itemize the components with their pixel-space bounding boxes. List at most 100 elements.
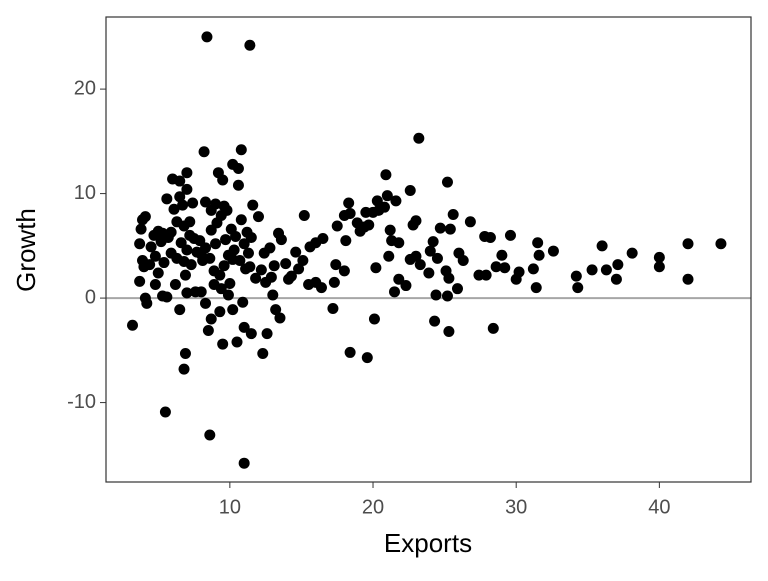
point [586, 264, 598, 276]
point [715, 238, 727, 250]
point [443, 326, 455, 338]
point [217, 174, 229, 186]
plot-border [105, 16, 752, 483]
point [144, 259, 156, 271]
x-tick-label: 20 [362, 496, 384, 518]
point [338, 265, 350, 277]
point [268, 260, 280, 272]
point [231, 336, 243, 348]
point [265, 271, 277, 283]
point [255, 264, 267, 276]
point [298, 210, 310, 222]
point [134, 238, 146, 250]
point [344, 346, 356, 358]
point [444, 223, 456, 235]
point [453, 247, 465, 259]
point [510, 273, 522, 285]
point [384, 224, 396, 236]
point [244, 261, 256, 273]
point [221, 204, 233, 216]
point [304, 241, 316, 253]
point [530, 282, 542, 294]
point [267, 289, 279, 301]
point [280, 258, 292, 270]
point [245, 231, 257, 243]
point [158, 257, 170, 269]
point [205, 313, 217, 325]
point [443, 272, 455, 284]
point [570, 270, 582, 282]
point [244, 39, 256, 51]
point [181, 167, 193, 179]
point [480, 269, 492, 281]
point [161, 291, 173, 303]
point [177, 199, 189, 211]
point [204, 252, 216, 264]
point [261, 328, 273, 340]
point [247, 199, 259, 211]
point [596, 240, 608, 252]
point [205, 204, 217, 216]
point [682, 273, 694, 285]
y-tick-label: 10 [74, 182, 96, 204]
point [139, 211, 151, 223]
point [179, 347, 191, 359]
point [427, 236, 439, 248]
point [200, 196, 212, 208]
point [330, 259, 342, 271]
point [179, 269, 191, 281]
point [195, 286, 207, 298]
point [386, 235, 398, 247]
point [165, 226, 177, 238]
point [373, 204, 385, 216]
point [612, 259, 624, 271]
y-tick-label: 0 [85, 286, 96, 308]
point [208, 279, 220, 291]
point [232, 163, 244, 175]
point [527, 263, 539, 275]
point [181, 183, 193, 195]
point [413, 132, 425, 144]
point [152, 267, 164, 279]
point [135, 223, 147, 235]
point [290, 246, 302, 258]
point [195, 248, 207, 260]
point [653, 251, 665, 263]
point [331, 220, 343, 232]
point [159, 406, 171, 418]
point [217, 338, 229, 350]
point [174, 304, 186, 316]
point [358, 221, 370, 233]
point [441, 176, 453, 188]
point [283, 273, 295, 285]
point [610, 273, 622, 285]
point [533, 249, 545, 261]
point [344, 207, 356, 219]
point [141, 297, 153, 309]
point [202, 324, 214, 336]
point [383, 250, 395, 262]
x-tick-label: 10 [219, 496, 241, 518]
point [410, 215, 422, 227]
point [451, 283, 463, 295]
point [431, 252, 443, 264]
point [181, 287, 193, 299]
point [235, 144, 247, 156]
point [410, 250, 422, 262]
point [258, 247, 270, 259]
point [371, 195, 383, 207]
point [184, 216, 196, 228]
point [222, 289, 234, 301]
point [257, 347, 269, 359]
point [145, 241, 157, 253]
point [429, 315, 441, 327]
point [340, 235, 352, 247]
point [381, 190, 393, 202]
point [441, 290, 453, 302]
point [168, 203, 180, 215]
point [297, 254, 309, 266]
point [464, 216, 476, 228]
point [174, 191, 186, 203]
point [238, 457, 250, 469]
